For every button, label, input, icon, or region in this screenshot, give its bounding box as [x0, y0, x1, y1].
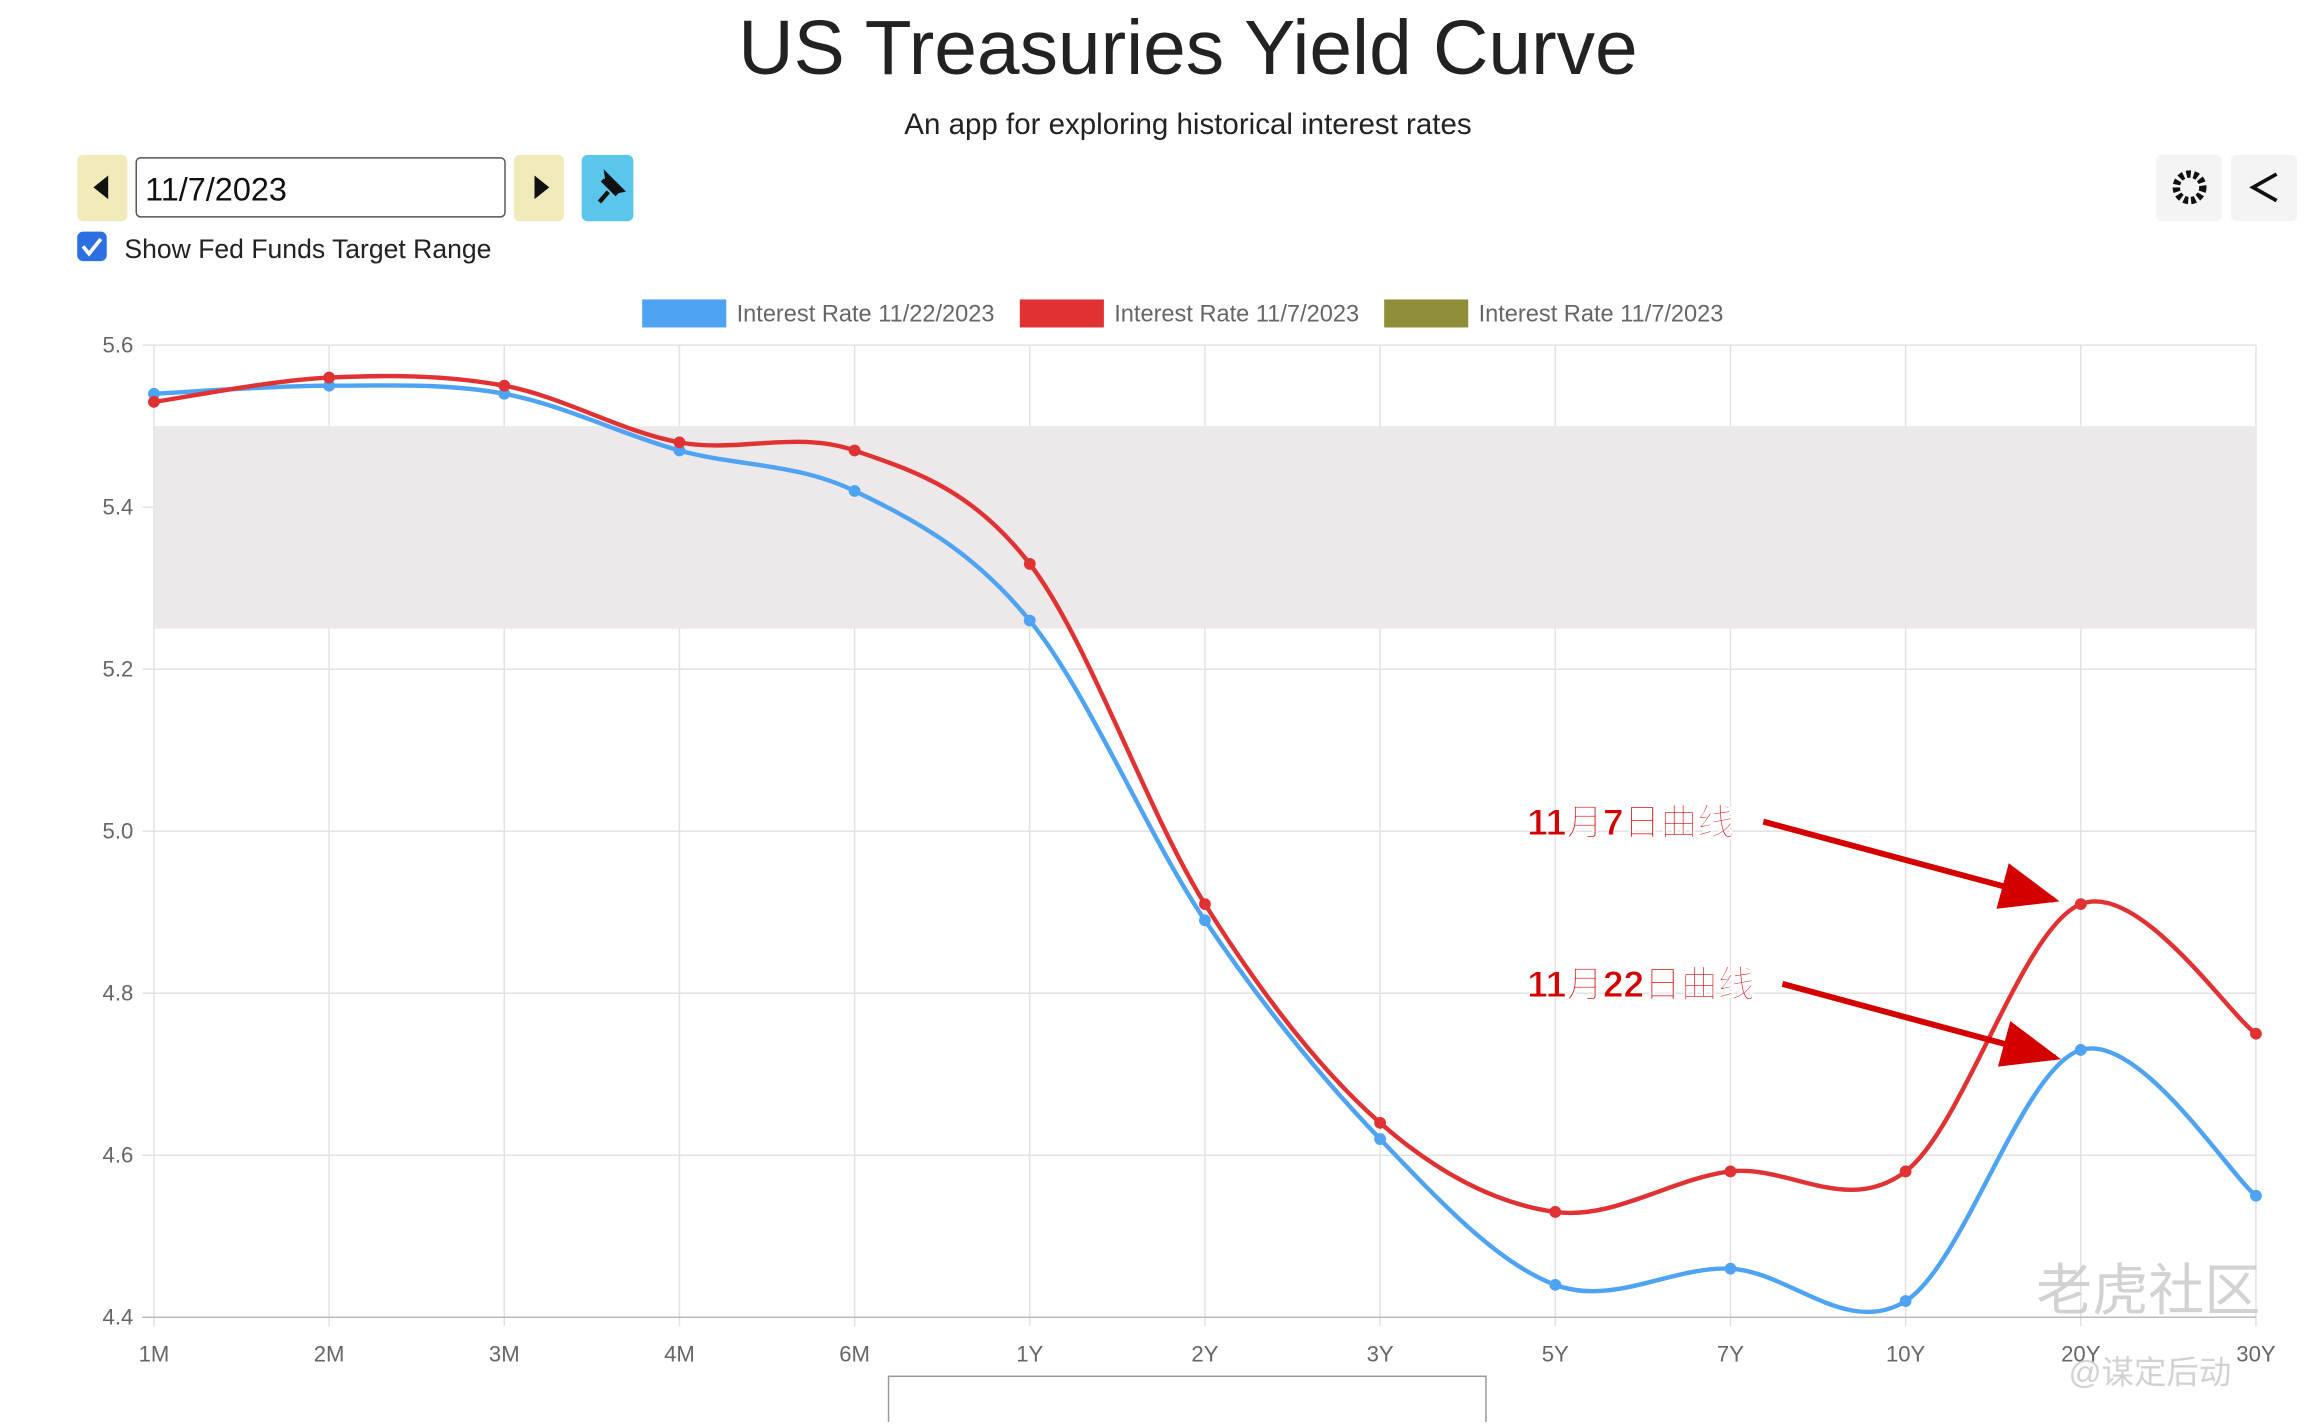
legend-label: Interest Rate 11/7/2023 — [1479, 302, 1724, 328]
annotation: 11月22日曲线 — [1527, 964, 1755, 1005]
point — [2250, 1189, 2262, 1202]
point — [1023, 614, 1036, 627]
point — [1899, 1295, 1912, 1307]
watermark: 老虎社区 — [2036, 1259, 2260, 1322]
point — [848, 485, 861, 497]
point — [1199, 914, 1211, 927]
point — [1374, 1133, 1387, 1145]
legend-swatch — [1384, 299, 1469, 328]
y-tick-label: 5.4 — [103, 495, 134, 520]
arrow — [1762, 818, 2060, 909]
point — [2074, 1044, 2087, 1056]
series-line — [153, 373, 2258, 1216]
point — [1023, 557, 1036, 570]
prev-icon — [93, 175, 109, 200]
x-tick-label: 4M — [664, 1342, 695, 1367]
point — [1724, 1165, 1737, 1178]
check-icon — [81, 237, 103, 257]
point — [148, 395, 160, 408]
point — [1549, 1206, 1562, 1218]
settings-icon — [2172, 170, 2207, 205]
x-tick-label: 6M — [839, 1342, 870, 1367]
point — [1199, 898, 1211, 911]
next-icon — [534, 175, 550, 200]
date-input[interactable] — [135, 157, 506, 218]
x-tick-label: 30Y — [2236, 1342, 2276, 1367]
point — [848, 444, 861, 457]
arrow — [1781, 981, 2062, 1067]
fed-funds-band — [153, 426, 2256, 629]
y-tick-label: 4.6 — [103, 1143, 134, 1168]
x-tick-label: 20Y — [2061, 1342, 2101, 1367]
y-tick-label: 4.4 — [103, 1305, 134, 1330]
checkbox[interactable] — [77, 231, 107, 262]
share-button[interactable] — [2230, 154, 2298, 222]
y-tick-label: 4.8 — [103, 981, 134, 1006]
legend-swatch — [1019, 299, 1104, 328]
series-line — [153, 383, 2258, 1315]
annotation: 11月7日曲线 — [1527, 802, 1734, 843]
legend-swatch — [642, 299, 727, 328]
date-value: 11/7/2023 — [145, 172, 287, 208]
point — [323, 379, 335, 392]
legend-label: Interest Rate 11/7/2023 — [1114, 302, 1359, 328]
point — [2074, 898, 2087, 911]
point — [673, 444, 686, 457]
point — [148, 387, 160, 400]
x-tick-label: 2Y — [1191, 1342, 1218, 1367]
y-tick-label: 5.2 — [103, 657, 134, 682]
share-icon — [2249, 172, 2278, 203]
pin-icon — [597, 169, 627, 204]
x-tick-label: 3Y — [1367, 1342, 1394, 1367]
app-title: US Treasuries Yield Curve — [738, 6, 1637, 91]
x-tick-label: 1Y — [1016, 1342, 1043, 1367]
app-subtitle: An app for exploring historical interest… — [904, 108, 1471, 141]
point — [498, 387, 511, 400]
y-tick-label: 5.6 — [103, 333, 134, 358]
x-tick-label: 1M — [139, 1342, 170, 1367]
point — [1724, 1262, 1737, 1275]
legend-label: Interest Rate 11/22/2023 — [737, 302, 995, 328]
watermark-handle: @谋定后动 — [2069, 1355, 2232, 1391]
point — [323, 371, 335, 384]
x-tick-label: 3M — [489, 1342, 520, 1367]
point — [1899, 1165, 1912, 1178]
settings-button[interactable] — [2155, 154, 2223, 222]
x-tick-label: 7Y — [1717, 1342, 1744, 1367]
x-tick-label: 2M — [314, 1342, 345, 1367]
point — [1374, 1116, 1387, 1129]
checkbox-label: Show Fed Funds Target Range — [124, 234, 491, 264]
point — [2250, 1027, 2262, 1040]
x-tick-label: 5Y — [1542, 1342, 1569, 1367]
x-tick-label: 10Y — [1886, 1342, 1926, 1367]
point — [498, 379, 511, 392]
point — [673, 436, 686, 449]
point — [1549, 1278, 1562, 1291]
y-tick-label: 5.0 — [103, 819, 134, 844]
bottom-panel — [887, 1375, 1487, 1427]
